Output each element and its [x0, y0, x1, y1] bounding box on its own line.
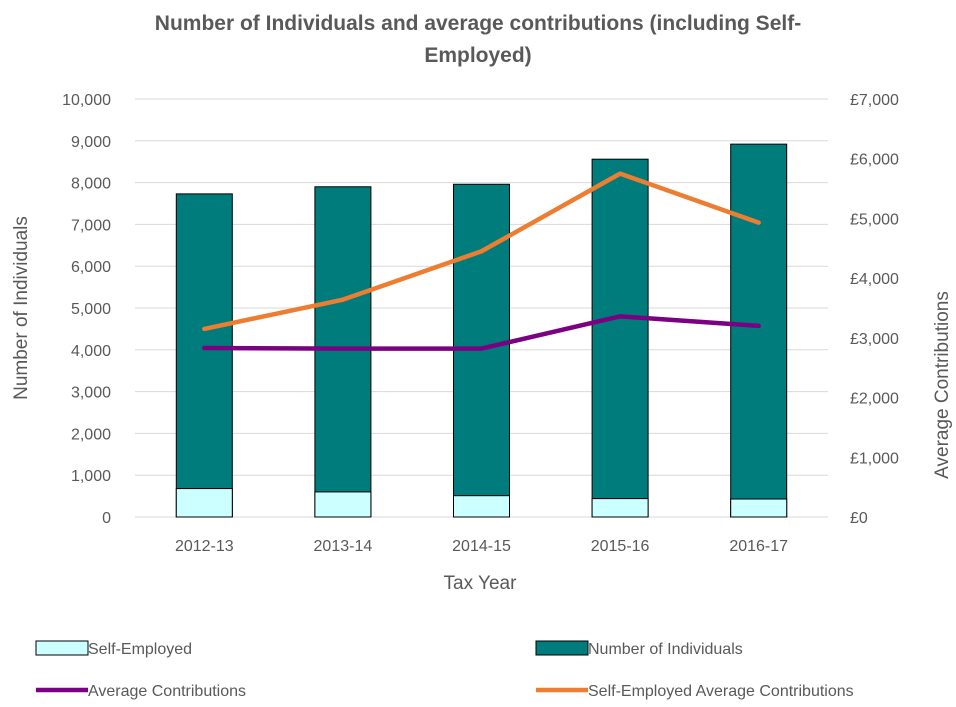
- chart-title-line-2: Employed): [424, 44, 531, 67]
- right-tick-label: £3,000: [850, 331, 899, 348]
- left-tick-label: 0: [102, 510, 111, 527]
- right-tick-label: £6,000: [850, 152, 899, 169]
- left-axis-ticks: 0 1,000 2,000 3,000 4,000 5,000 6,000 7,000 8,00…: [62, 92, 111, 527]
- left-tick-label: 7,000: [71, 217, 111, 234]
- right-tick-label: £0: [850, 510, 868, 527]
- x-axis-label: Tax Year: [444, 573, 518, 594]
- bar-self-employed: [454, 496, 510, 517]
- legend: Self-Employed Number of Individuals Averag…: [36, 641, 854, 700]
- right-tick-label: £2,000: [850, 391, 899, 408]
- legend-label-average-contributions: Average Contributions: [88, 683, 246, 700]
- legend-label-number-of-individuals: Number of Individuals: [588, 641, 743, 658]
- right-tick-label: £5,000: [850, 211, 899, 228]
- left-tick-label: 3,000: [71, 385, 111, 402]
- chart-title-line-1: Number of Individuals and average contri…: [155, 12, 801, 35]
- bar-self-employed: [592, 499, 648, 517]
- y-axis-label-right: Average Contributions: [932, 291, 953, 479]
- bar-number-of-individuals: [315, 187, 371, 517]
- y-axis-label-left: Number of Individuals: [11, 216, 32, 400]
- left-tick-label: 9,000: [71, 134, 111, 151]
- left-tick-label: 1,000: [71, 468, 111, 485]
- bar-self-employed: [731, 499, 787, 517]
- bar-number-of-individuals: [176, 194, 232, 517]
- bar-self-employed: [315, 492, 371, 517]
- left-tick-label: 6,000: [71, 259, 111, 276]
- bar-self-employed: [176, 489, 232, 517]
- bar-number-of-individuals: [731, 144, 787, 517]
- right-axis-ticks: £0 £1,000 £2,000 £3,000 £4,000 £5,000 £6,000 £7…: [850, 92, 899, 527]
- right-tick-label: £4,000: [850, 271, 899, 288]
- legend-label-self-employed: Self-Employed: [88, 641, 192, 658]
- category-label: 2015-16: [591, 538, 650, 555]
- left-tick-label: 8,000: [71, 176, 111, 193]
- category-label: 2014-15: [452, 538, 511, 555]
- left-tick-label: 5,000: [71, 301, 111, 318]
- bar-number-of-individuals: [592, 159, 648, 517]
- category-label: 2016-17: [729, 538, 788, 555]
- category-labels: 2012-13 2013-14 2014-15 2015-16 2016-17: [175, 538, 788, 555]
- right-tick-label: £7,000: [850, 92, 899, 109]
- legend-label-self-employed-average-contributions: Self-Employed Average Contributions: [588, 683, 854, 700]
- category-label: 2013-14: [314, 538, 373, 555]
- legend-swatch-self-employed: [36, 641, 88, 655]
- left-tick-label: 2,000: [71, 426, 111, 443]
- legend-swatch-number-of-individuals: [536, 641, 588, 655]
- right-tick-label: £1,000: [850, 450, 899, 467]
- left-tick-label: 10,000: [62, 92, 111, 109]
- category-label: 2012-13: [175, 538, 234, 555]
- left-tick-label: 4,000: [71, 343, 111, 360]
